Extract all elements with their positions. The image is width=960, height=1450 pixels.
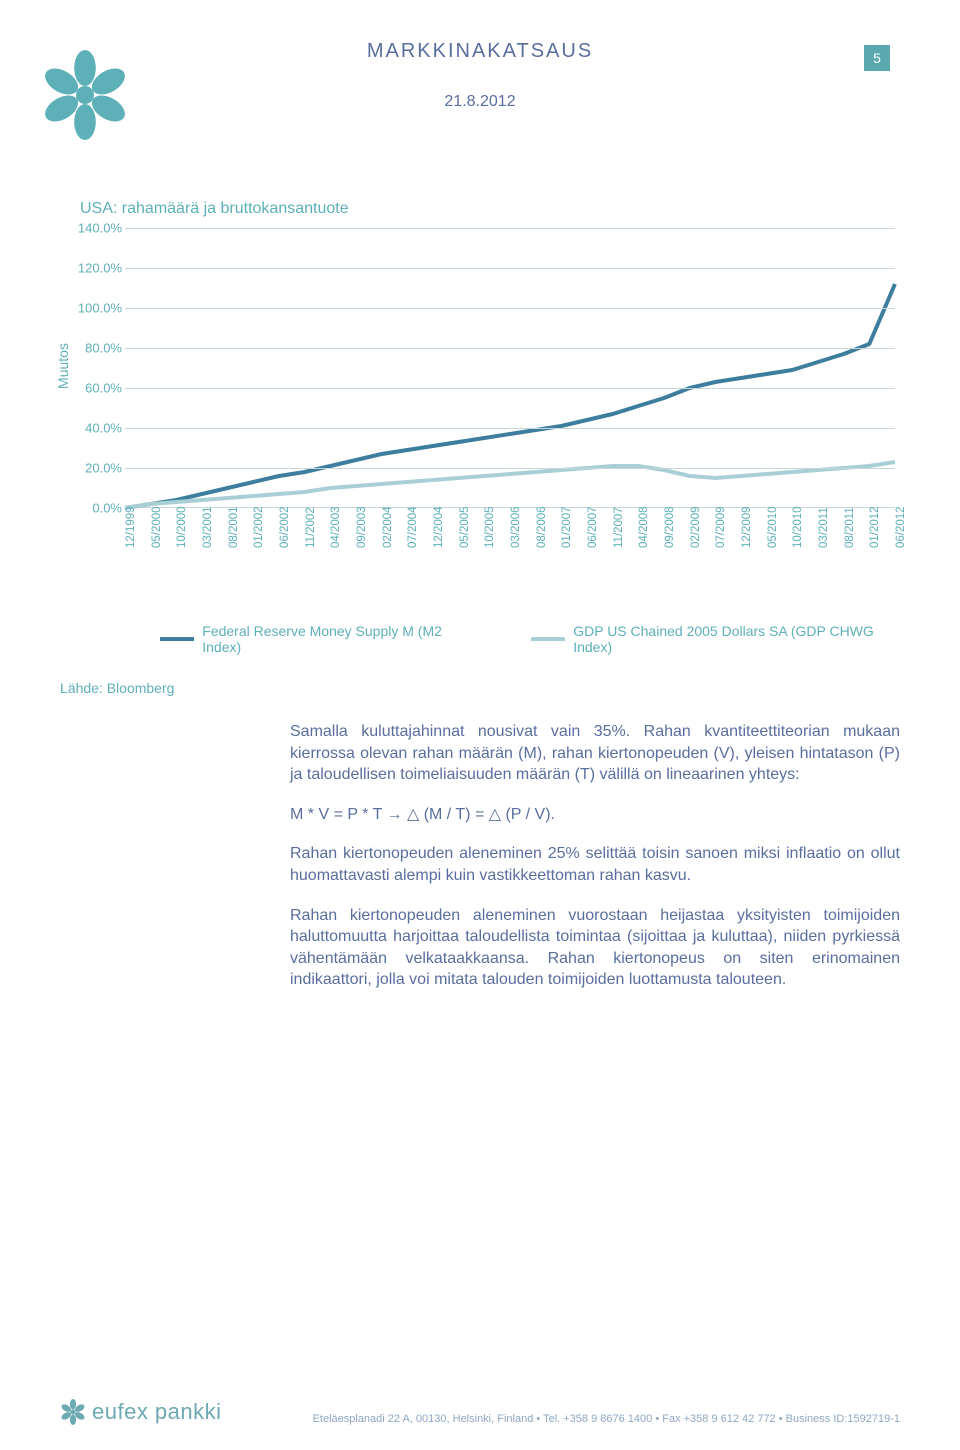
grid-line xyxy=(125,428,895,429)
x-tick-label: 05/2005 xyxy=(459,506,471,548)
x-tick-label: 04/2008 xyxy=(638,506,650,548)
x-tick-label: 05/2010 xyxy=(767,506,779,548)
y-tick-label: 20.0% xyxy=(67,461,122,476)
body-text: Samalla kuluttajahinnat nousivat vain 35… xyxy=(290,721,900,991)
footer-logo: eufex pankki xyxy=(60,1399,222,1425)
x-tick-label: 03/2011 xyxy=(818,507,830,548)
footer: eufex pankki Eteläesplanadi 22 A, 00130,… xyxy=(60,1399,900,1425)
x-tick-label: 01/2012 xyxy=(869,506,881,548)
grid-line xyxy=(125,388,895,389)
x-tick-label: 03/2001 xyxy=(202,506,214,548)
x-tick-label: 08/2011 xyxy=(844,507,856,548)
legend-label: GDP US Chained 2005 Dollars SA (GDP CHWG… xyxy=(573,623,900,655)
x-axis-ticks: 12/199905/200010/200003/200108/200101/20… xyxy=(125,510,895,550)
grid-line xyxy=(125,228,895,229)
y-tick-label: 140.0% xyxy=(67,221,122,236)
x-tick-label: 09/2003 xyxy=(356,506,368,548)
x-tick-label: 02/2004 xyxy=(382,506,394,548)
x-tick-label: 11/2002 xyxy=(305,507,317,548)
chart-area: Muutos 0.0%20.0%40.0%60.0%80.0%100.0%120… xyxy=(60,228,900,568)
chart-title: USA: rahamäärä ja bruttokansantuote xyxy=(80,200,900,218)
header: MARKKINAKATSAUS 5 21.8.2012 xyxy=(60,40,900,160)
x-tick-label: 08/2006 xyxy=(536,506,548,548)
y-tick-label: 60.0% xyxy=(67,381,122,396)
paragraph: M * V = P * T → △ (M / T) = △ (P / V). xyxy=(290,804,900,826)
x-tick-label: 01/2002 xyxy=(253,506,265,548)
x-tick-label: 12/2009 xyxy=(741,506,753,548)
x-tick-label: 11/2007 xyxy=(613,507,625,548)
legend-item: Federal Reserve Money Supply M (M2 Index… xyxy=(160,623,471,655)
y-tick-label: 120.0% xyxy=(67,261,122,276)
y-tick-label: 80.0% xyxy=(67,341,122,356)
chart-source: Lähde: Bloomberg xyxy=(60,680,900,696)
chart-plot xyxy=(125,228,895,508)
grid-line xyxy=(125,308,895,309)
x-tick-label: 07/2009 xyxy=(715,506,727,548)
paragraph: Rahan kiertonopeuden aleneminen vuorosta… xyxy=(290,905,900,991)
x-tick-label: 10/2005 xyxy=(484,506,496,548)
header-date: 21.8.2012 xyxy=(60,93,900,111)
x-tick-label: 01/2007 xyxy=(561,506,573,548)
x-tick-label: 05/2000 xyxy=(151,506,163,548)
x-tick-label: 06/2007 xyxy=(587,506,599,548)
paragraph: Samalla kuluttajahinnat nousivat vain 35… xyxy=(290,721,900,786)
legend-item: GDP US Chained 2005 Dollars SA (GDP CHWG… xyxy=(531,623,900,655)
x-tick-label: 06/2012 xyxy=(895,506,907,548)
paragraph: Rahan kiertonopeuden aleneminen 25% seli… xyxy=(290,843,900,886)
x-tick-label: 02/2009 xyxy=(690,506,702,548)
x-tick-label: 09/2008 xyxy=(664,506,676,548)
grid-line xyxy=(125,348,895,349)
x-tick-label: 12/1999 xyxy=(125,506,137,548)
page-number-badge: 5 xyxy=(864,45,890,71)
brand-asterisk-icon xyxy=(40,50,130,145)
x-tick-label: 06/2002 xyxy=(279,506,291,548)
chart-legend: Federal Reserve Money Supply M (M2 Index… xyxy=(160,623,900,655)
brand-asterisk-icon xyxy=(60,1399,86,1425)
legend-swatch xyxy=(531,637,565,641)
footer-info: Eteläesplanadi 22 A, 00130, Helsinki, Fi… xyxy=(313,1413,900,1425)
x-tick-label: 07/2004 xyxy=(407,506,419,548)
legend-label: Federal Reserve Money Supply M (M2 Index… xyxy=(202,623,471,655)
x-tick-label: 08/2001 xyxy=(228,506,240,548)
x-tick-label: 03/2006 xyxy=(510,506,522,548)
y-tick-label: 0.0% xyxy=(67,501,122,516)
x-tick-label: 10/2000 xyxy=(176,506,188,548)
grid-line xyxy=(125,468,895,469)
x-tick-label: 04/2003 xyxy=(330,506,342,548)
y-tick-label: 100.0% xyxy=(67,301,122,316)
y-tick-label: 40.0% xyxy=(67,421,122,436)
x-tick-label: 12/2004 xyxy=(433,506,445,548)
grid-line xyxy=(125,268,895,269)
legend-swatch xyxy=(160,637,194,641)
header-title: MARKKINAKATSAUS xyxy=(60,40,900,63)
x-tick-label: 10/2010 xyxy=(792,506,804,548)
footer-brand-text: eufex pankki xyxy=(92,1399,222,1425)
